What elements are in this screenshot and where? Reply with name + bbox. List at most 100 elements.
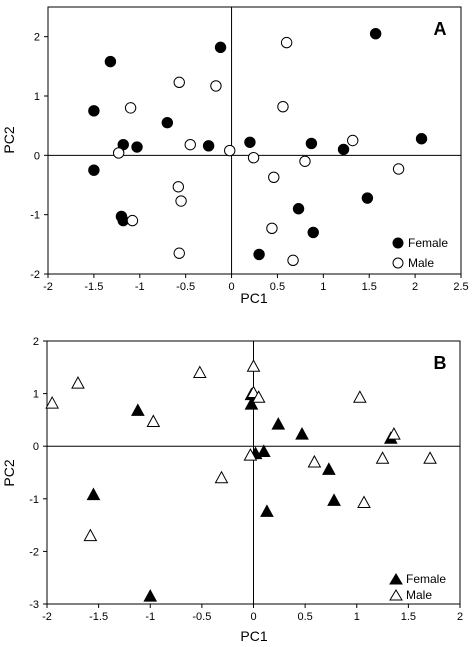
data-points (45, 359, 437, 602)
male-point (210, 80, 222, 92)
x-tick-label: 0.5 (297, 611, 312, 623)
male-point (251, 390, 266, 403)
female-point (86, 487, 101, 501)
male-point (277, 100, 289, 113)
female-point (202, 140, 215, 152)
male-point (192, 365, 207, 379)
male-point (375, 451, 390, 464)
female-point (143, 589, 158, 602)
male-point (347, 134, 359, 147)
y-tick-label: 1 (34, 91, 40, 103)
y-tick-label: 0 (33, 441, 39, 453)
male-point (172, 181, 185, 193)
female-point (361, 192, 374, 204)
male-point (266, 222, 278, 235)
x-tick-label: 0 (250, 611, 256, 623)
male-point (423, 451, 437, 464)
y-tick-label: -1 (30, 210, 40, 222)
x-tick-label: -1.5 (84, 281, 103, 293)
male-point (246, 359, 261, 372)
female-point (307, 226, 319, 239)
male-point (173, 247, 185, 259)
female-point (131, 141, 143, 153)
legend-female-label: Female (408, 236, 448, 250)
male-point (247, 152, 260, 164)
female-point (244, 136, 256, 148)
legend-male-label: Male (408, 256, 434, 270)
legend-female-marker (392, 237, 404, 249)
data-points (88, 28, 428, 267)
male-point (387, 427, 401, 440)
y-tick-label: 0 (34, 150, 40, 162)
x-tick-label: 0 (228, 281, 234, 293)
x-tick-label: -1 (135, 281, 145, 293)
female-point (415, 133, 428, 145)
y-axis-title: PC2 (1, 459, 17, 486)
x-tick-label: 1.5 (401, 611, 416, 623)
male-point (83, 528, 98, 542)
female-point (161, 117, 174, 129)
female-point (271, 417, 286, 430)
y-tick-label: -2 (29, 546, 39, 558)
female-point (292, 203, 305, 215)
x-tick-label: 1 (320, 281, 326, 293)
female-point (104, 55, 117, 68)
x-tick-label: 2.5 (453, 281, 468, 293)
male-point (124, 102, 137, 114)
female-point (369, 28, 382, 40)
female-point (305, 137, 318, 150)
x-axis-ticks: -2 -1.5 -1 -0.5 0 0.5 1 1.5 2 2.5 (43, 274, 469, 293)
y-axis-ticks: -3 -2 -1 0 1 2 (29, 336, 47, 611)
male-point (357, 495, 371, 508)
male-point (45, 396, 60, 409)
y-tick-label: 1 (33, 389, 39, 401)
male-point (214, 470, 229, 484)
male-point (146, 414, 161, 427)
female-point (253, 248, 265, 261)
male-point (307, 454, 322, 468)
y-tick-label: -2 (30, 269, 40, 281)
female-point (131, 403, 145, 416)
x-tick-label: 1.5 (362, 281, 377, 293)
x-tick-label: 1 (354, 611, 360, 623)
male-point (175, 195, 187, 207)
x-axis-ticks: -2 -1.5 -1 -0.5 0 0.5 1 1.5 2 (42, 604, 463, 623)
legend-male-marker (389, 589, 403, 601)
legend: Female Male (392, 236, 448, 270)
y-axis-ticks: -2 -1 0 1 2 (30, 32, 48, 281)
male-point (243, 448, 258, 461)
panel-a: -2 -1.5 -1 -0.5 0 0.5 1 1.5 2 2.5 -2 -1 0 1 2 A PC1 P… (1, 6, 469, 306)
male-point (299, 155, 311, 167)
x-tick-label: -2 (42, 611, 52, 623)
male-point (126, 214, 139, 227)
female-point (337, 143, 350, 156)
female-point (88, 164, 100, 176)
x-tick-label: -0.5 (192, 611, 211, 623)
x-axis-title: PC1 (240, 628, 267, 644)
legend-female-marker (389, 573, 403, 585)
plot-area-frame (47, 6, 462, 275)
x-tick-label: -2 (43, 281, 53, 293)
x-tick-label: 2 (457, 611, 463, 623)
panel-letter: B (434, 353, 447, 373)
y-tick-label: -3 (29, 599, 39, 611)
male-point (173, 76, 185, 89)
female-point (88, 105, 100, 117)
x-axis-title: PC1 (240, 290, 267, 306)
y-tick-label: 2 (33, 336, 39, 348)
legend-male-label: Male (406, 588, 432, 602)
male-point (287, 254, 299, 267)
male-point (184, 138, 196, 151)
female-point (214, 41, 227, 54)
y-axis-title: PC2 (1, 126, 17, 153)
x-tick-label: 0.5 (270, 281, 285, 293)
male-point (392, 163, 405, 175)
male-point (280, 36, 293, 49)
male-point (268, 171, 280, 183)
legend-male-marker (392, 257, 404, 269)
y-tick-label: -1 (29, 494, 39, 506)
male-point (71, 376, 85, 389)
legend: Female Male (389, 572, 446, 602)
